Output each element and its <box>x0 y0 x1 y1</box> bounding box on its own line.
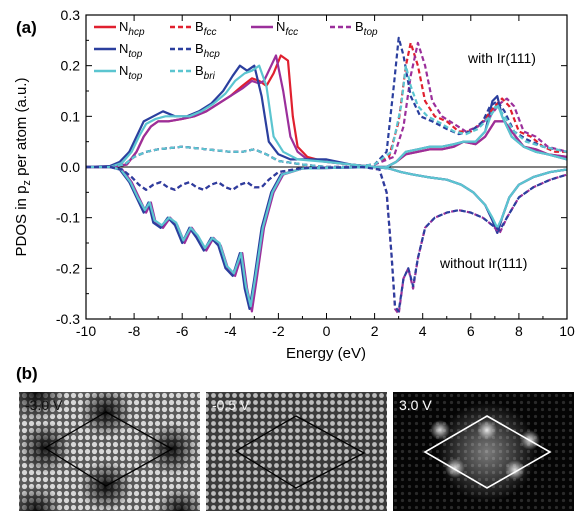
x-tick-label: 4 <box>419 323 427 339</box>
stm-image-1-unit-cell <box>43 411 174 487</box>
y-tick-label: 0.2 <box>61 58 81 74</box>
y-tick-label: -0.1 <box>56 210 80 226</box>
stm-image-1-blob <box>19 392 66 422</box>
legend-label: Nfcc <box>276 19 298 38</box>
x-tick-label: -2 <box>272 323 285 339</box>
stm-image-3-label: 3.0 V <box>399 397 432 413</box>
stm-image-3-bright-spot <box>430 420 450 440</box>
stm-image-3-bright-spot <box>477 420 497 440</box>
series-line-N_free_magenta <box>86 165 567 313</box>
annotation-with-ir: with Ir(111) <box>467 50 536 66</box>
legend-label: Ntop <box>119 41 143 60</box>
stm-image-1: -3.0 V <box>19 392 200 511</box>
legend-label: Bbri <box>195 63 216 82</box>
legend-label: Btop <box>355 19 378 38</box>
x-tick-label: -10 <box>76 323 96 339</box>
stm-image-3-bright-spot <box>445 458 465 478</box>
stm-image-1-label: -3.0 V <box>25 397 63 413</box>
stm-image-3-unit-cell <box>423 415 552 489</box>
legend-label: Nhcp <box>119 19 145 38</box>
axis-ticks: -10 -8 -6 -4 -2 0 2 4 6 8 10 0.3 0.2 0.1 0.0 -0.1 -0.2 -0… <box>56 7 575 339</box>
stm-image-2: -0.5 V <box>206 392 387 511</box>
series-line-B_bri <box>86 64 567 169</box>
series-line-B_free_magenta <box>86 165 567 315</box>
y-axis-title: PDOS in pz per atom (a.u.) <box>13 78 33 257</box>
x-tick-label: 2 <box>371 323 379 339</box>
series-group <box>86 36 567 315</box>
stm-image-1-blob <box>80 392 132 438</box>
y-axis-title-part-2: per atom (a.u.) <box>13 78 30 181</box>
series-line-N_top_blue <box>86 64 567 169</box>
stm-image-2-label: -0.5 V <box>212 397 250 413</box>
y-tick-label: -0.3 <box>56 311 80 327</box>
series-line-N_top_cyan <box>86 64 567 169</box>
x-tick-label: -6 <box>176 323 189 339</box>
stm-image-2-unit-cell <box>234 415 366 489</box>
stm-image-3-glow <box>437 402 537 502</box>
legend: Nhcp Bfcc Nfcc Btop Ntop Bhcp Ntop Bbri <box>94 19 378 82</box>
x-tick-label: -4 <box>224 323 237 339</box>
series-line-N_free_blue <box>86 165 567 310</box>
series-line-N_fcc <box>86 54 567 169</box>
legend-label: Bhcp <box>195 41 220 60</box>
stm-image-3-bright-spot <box>505 460 525 480</box>
plot-frame <box>85 14 568 320</box>
annotation-without-ir: without Ir(111) <box>439 255 527 271</box>
y-tick-label: -0.2 <box>56 260 80 276</box>
stm-image-1-blob <box>156 487 200 511</box>
x-tick-label: -8 <box>128 323 141 339</box>
panel-b-label: (b) <box>16 364 38 383</box>
x-tick-label: 0 <box>323 323 331 339</box>
x-tick-label: 10 <box>559 323 575 339</box>
y-axis-title-part-1: PDOS in p <box>13 186 30 257</box>
y-tick-label: 0.0 <box>61 159 81 175</box>
legend-label: Ntop <box>119 63 143 82</box>
x-tick-label: 8 <box>515 323 523 339</box>
legend-label: Bfcc <box>195 19 216 38</box>
series-line-B_free_blue <box>86 165 567 313</box>
x-tick-label: 6 <box>467 323 475 339</box>
stm-image-3: 3.0 V <box>393 392 574 511</box>
y-axis-title-sub: z <box>21 180 33 186</box>
stm-image-1-blob <box>19 485 62 511</box>
x-axis-title: Energy (eV) <box>286 345 366 362</box>
y-tick-label: 0.3 <box>61 7 81 23</box>
series-line-N_free_cyan <box>86 165 567 308</box>
y-tick-label: 0.1 <box>61 108 81 124</box>
panel-a-label: (a) <box>16 18 37 37</box>
